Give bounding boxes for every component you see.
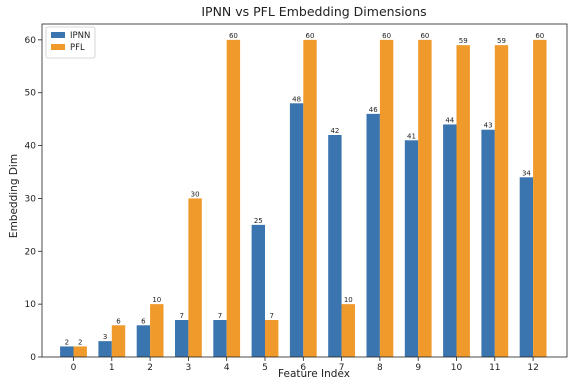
data-label-ipnn: 3 (103, 333, 107, 341)
x-tick-label: 8 (377, 363, 383, 373)
bar-ipnn (98, 341, 112, 357)
y-tick-label: 30 (25, 194, 37, 204)
bar-pfl (418, 39, 432, 357)
bar-pfl (533, 39, 547, 357)
legend-label-pfl: PFL (70, 43, 85, 53)
data-label-ipnn: 48 (292, 95, 301, 103)
bar-pfl (111, 325, 126, 357)
bar-ipnn (366, 113, 380, 357)
legend-label-ipnn: IPNN (70, 31, 90, 41)
data-label-pfl: 59 (459, 37, 468, 45)
data-label-ipnn: 6 (141, 317, 146, 325)
data-label-ipnn: 41 (407, 132, 416, 140)
legend-swatch-ipnn (51, 32, 65, 38)
bar-pfl (456, 45, 470, 358)
y-axis-label: Embedding Dim (8, 154, 20, 238)
y-tick-label: 50 (25, 89, 37, 99)
data-label-ipnn: 42 (330, 127, 339, 135)
y-tick-label: 20 (25, 247, 37, 257)
data-label-pfl: 60 (535, 32, 544, 40)
data-label-pfl: 60 (229, 32, 238, 40)
bar-pfl (379, 39, 394, 357)
data-label-pfl: 60 (306, 32, 315, 40)
x-axis-label: Feature Index (278, 368, 350, 379)
plot-frame (41, 23, 568, 358)
y-tick-label: 0 (30, 353, 36, 363)
legend: IPNN PFL (45, 26, 96, 59)
bar-ipnn (213, 320, 227, 357)
data-label-pfl: 7 (269, 312, 273, 320)
x-tick-label: 7 (339, 363, 345, 373)
x-tick-label: 2 (147, 363, 153, 373)
data-label-pfl: 10 (152, 296, 161, 304)
data-label-ipnn: 46 (369, 106, 378, 114)
data-label-ipnn: 43 (484, 122, 493, 130)
y-tick-label: 60 (25, 36, 37, 46)
data-label-ipnn: 34 (522, 169, 531, 177)
data-label-pfl: 60 (420, 32, 429, 40)
bar-pfl (303, 39, 317, 357)
data-label-ipnn: 25 (254, 217, 263, 225)
data-label-pfl: 2 (78, 338, 82, 346)
bar-ipnn (60, 346, 74, 357)
x-tick-label: 10 (451, 363, 463, 373)
x-tick-label: 5 (262, 363, 268, 373)
data-label-ipnn: 7 (179, 312, 183, 320)
bar-ipnn (519, 177, 534, 357)
data-label-pfl: 59 (497, 37, 506, 45)
x-tick-label: 11 (489, 363, 500, 373)
chart-title: IPNN vs PFL Embedding Dimensions (201, 4, 426, 19)
bar-ipnn (328, 135, 342, 357)
x-tick-label: 3 (186, 363, 192, 373)
legend-swatch-pfl (51, 44, 65, 50)
x-tick-label: 6 (300, 363, 306, 373)
data-label-ipnn: 7 (218, 312, 222, 320)
data-label-pfl: 10 (344, 296, 353, 304)
x-tick-label: 4 (224, 363, 230, 373)
data-label-pfl: 60 (382, 32, 391, 40)
y-tick-label: 10 (25, 300, 37, 310)
bar-pfl (73, 346, 87, 357)
bar-ipnn (481, 129, 495, 357)
x-tick-label: 1 (109, 363, 115, 373)
bar-pfl (341, 304, 355, 357)
bar-ipnn (251, 224, 265, 357)
bar-ipnn (404, 140, 419, 357)
x-tick-label: 0 (71, 363, 77, 373)
bar-pfl (494, 45, 509, 358)
bar-ipnn (136, 325, 151, 357)
x-tick-label: 12 (527, 363, 538, 373)
data-label-pfl: 6 (116, 317, 121, 325)
bar-pfl (265, 320, 279, 357)
data-label-ipnn: 2 (65, 338, 69, 346)
bar-ipnn (289, 103, 304, 358)
bar-pfl (188, 198, 202, 357)
bar-ipnn (443, 124, 457, 357)
data-label-pfl: 30 (191, 190, 200, 198)
data-label-ipnn: 44 (445, 116, 454, 124)
y-tick-label: 40 (25, 142, 37, 152)
x-tick-label: 9 (415, 363, 421, 373)
bar-pfl (226, 39, 241, 357)
bar-ipnn (175, 320, 189, 357)
bar-pfl (150, 304, 164, 357)
